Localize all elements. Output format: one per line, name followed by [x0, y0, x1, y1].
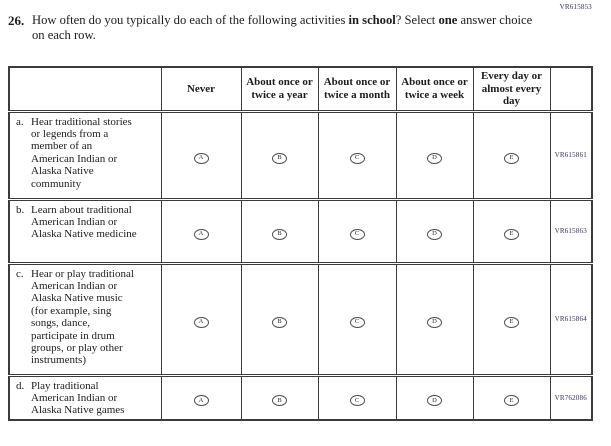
row-d-cell-never: A — [160, 375, 241, 420]
row-c-letter: c. — [16, 267, 24, 280]
form-code-top-right: VR615853 — [559, 3, 592, 11]
header-row: Never About once or twice a year About o… — [9, 67, 592, 111]
question-text: How often do you typically do each of th… — [32, 13, 537, 43]
row-b-cell-year: B — [240, 199, 318, 263]
frequency-table: Never About once or twice a year About o… — [8, 66, 593, 421]
bubble-a-never-label: A — [198, 154, 204, 161]
row-a-cell-never: A — [160, 111, 241, 199]
table-row-a: a. Hear traditional stories or legends f… — [9, 111, 592, 199]
row-b-item-code: VR615863 — [549, 199, 592, 263]
column-header-once-twice-week: About once or twice a week — [395, 67, 473, 111]
bubble-c-every-day-label: E — [509, 318, 514, 325]
table-row-d: d. Play traditional American Indian or A… — [9, 375, 592, 420]
bubble-d-once-twice-year[interactable]: B — [272, 395, 287, 407]
column-header-never: Never — [160, 67, 241, 111]
bubble-b-month-label: C — [354, 230, 360, 237]
bubble-d-never[interactable]: A — [193, 395, 209, 407]
table-row-b: b. Learn about traditional American Indi… — [9, 199, 592, 263]
row-a-cell-year: B — [240, 111, 318, 199]
bubble-c-never[interactable]: A — [193, 316, 209, 328]
bubble-c-never-label: A — [198, 318, 204, 325]
row-c-text: Hear or play traditional American Indian… — [31, 267, 134, 367]
bubble-a-week-label: D — [432, 154, 437, 161]
bubble-c-every-day[interactable]: E — [504, 316, 519, 328]
row-b-cell-never: A — [160, 199, 241, 263]
row-a-cell-month: C — [317, 111, 396, 199]
question-text-part2: ? Select — [395, 13, 439, 27]
bubble-a-never[interactable]: A — [193, 152, 209, 164]
row-a-text: Hear traditional stories or legends from… — [31, 115, 132, 190]
question-number: 26. — [8, 13, 25, 28]
row-c-cell-every-day: E — [472, 263, 550, 375]
row-c-cell-never: A — [160, 263, 241, 375]
bubble-b-year-label: B — [277, 230, 282, 237]
bubble-a-every-day[interactable]: E — [504, 152, 519, 164]
question-text-part1: How often do you typically do each of th… — [32, 13, 349, 27]
bubble-b-once-twice-week[interactable]: D — [427, 228, 442, 240]
row-d-item-code: VR762086 — [549, 375, 592, 420]
row-b-stem: b. Learn about traditional American Indi… — [9, 199, 161, 263]
question-text-bold-one: one — [438, 13, 458, 27]
bubble-d-once-twice-month[interactable]: C — [349, 395, 365, 407]
bubble-b-once-twice-month[interactable]: C — [349, 228, 365, 240]
bubble-d-every-day[interactable]: E — [504, 395, 519, 407]
row-c-stem: c. Hear or play traditional American Ind… — [9, 263, 161, 375]
row-a-cell-week: D — [395, 111, 473, 199]
row-d-text: Play traditional American Indian or Alas… — [31, 379, 125, 417]
bubble-d-week-label: D — [432, 396, 437, 404]
row-b-cell-every-day: E — [472, 199, 550, 263]
row-a-stem: a. Hear traditional stories or legends f… — [9, 111, 161, 199]
bubble-b-once-twice-year[interactable]: B — [272, 228, 287, 240]
row-b-cell-week: D — [395, 199, 473, 263]
bubble-b-every-day-label: E — [509, 230, 514, 237]
question-block: 26. How often do you typically do each o… — [8, 13, 537, 43]
bubble-c-year-label: B — [277, 318, 282, 325]
column-header-stem — [9, 67, 161, 111]
bubble-d-every-day-label: E — [509, 396, 514, 404]
row-c-item-code: VR615864 — [549, 263, 592, 375]
row-c-cell-week: D — [395, 263, 473, 375]
bubble-c-once-twice-month[interactable]: C — [349, 316, 365, 328]
row-a-item-code: VR615861 — [549, 111, 592, 199]
bubble-c-once-twice-year[interactable]: B — [272, 316, 287, 328]
column-header-once-twice-month: About once or twice a month — [317, 67, 396, 111]
bubble-a-month-label: C — [354, 154, 360, 161]
bubble-b-week-label: D — [432, 230, 437, 237]
bubble-c-month-label: C — [354, 318, 360, 325]
column-header-code — [549, 67, 592, 111]
row-d-letter: d. — [16, 379, 25, 392]
row-d-cell-month: C — [317, 375, 396, 420]
bubble-c-week-label: D — [432, 318, 437, 325]
bubble-a-once-twice-year[interactable]: B — [272, 152, 287, 164]
row-d-cell-every-day: E — [472, 375, 550, 420]
bubble-a-year-label: B — [277, 154, 282, 161]
row-a-cell-every-day: E — [472, 111, 550, 199]
bubble-a-once-twice-month[interactable]: C — [349, 152, 365, 164]
row-d-cell-week: D — [395, 375, 473, 420]
bubble-d-month-label: C — [354, 396, 360, 404]
column-header-once-twice-year: About once or twice a year — [240, 67, 318, 111]
row-c-cell-year: B — [240, 263, 318, 375]
question-text-part3: answer choice on each row. — [32, 13, 533, 42]
question-text-bold-in-school: in school — [348, 13, 396, 27]
bubble-d-year-label: B — [277, 396, 282, 404]
bubble-d-never-label: A — [198, 396, 204, 404]
bubble-b-never-label: A — [198, 230, 204, 237]
row-d-cell-year: B — [240, 375, 318, 420]
bubble-b-every-day[interactable]: E — [504, 228, 519, 240]
row-b-cell-month: C — [317, 199, 396, 263]
bubble-a-once-twice-week[interactable]: D — [427, 152, 442, 164]
bubble-a-every-day-label: E — [509, 154, 514, 161]
row-d-stem: d. Play traditional American Indian or A… — [9, 375, 161, 420]
row-b-text: Learn about traditional American Indian … — [31, 203, 137, 241]
column-header-every-day: Every day or almost every day — [472, 67, 550, 111]
row-b-letter: b. — [16, 203, 25, 216]
bubble-b-never[interactable]: A — [193, 228, 209, 240]
bubble-c-once-twice-week[interactable]: D — [427, 316, 442, 328]
bubble-d-once-twice-week[interactable]: D — [427, 395, 442, 407]
row-a-letter: a. — [16, 115, 24, 128]
table-row-c: c. Hear or play traditional American Ind… — [9, 263, 592, 375]
row-c-cell-month: C — [317, 263, 396, 375]
